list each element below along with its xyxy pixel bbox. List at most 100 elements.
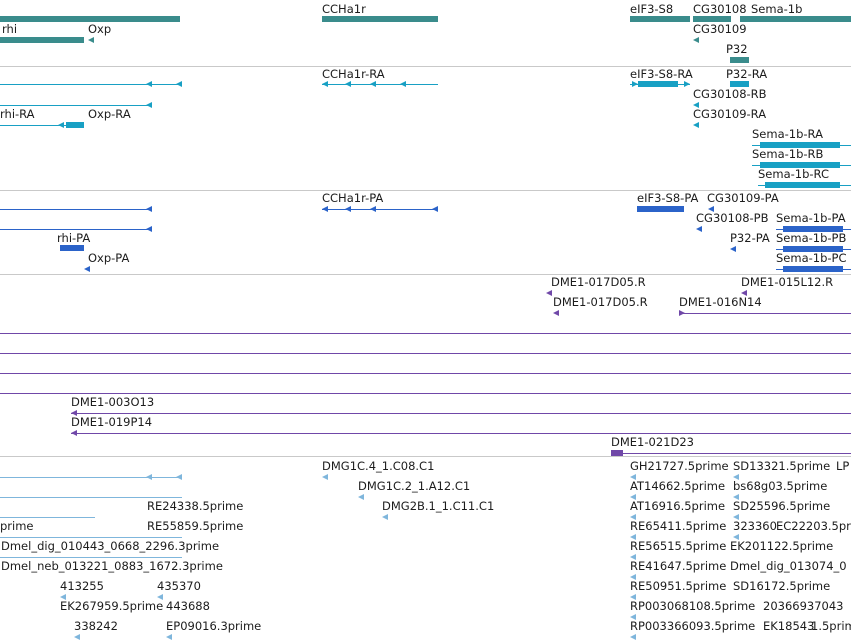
clone-label[interactable]: DME1-003O13 bbox=[71, 395, 155, 409]
gene-bar[interactable] bbox=[693, 16, 731, 22]
est-label[interactable]: 443688 bbox=[166, 599, 210, 613]
transcript-label-rhi-ra[interactable]: rhi-RA bbox=[0, 107, 35, 121]
transcript-label-eif3-s8-ra[interactable]: eIF3-S8-RA bbox=[630, 67, 693, 81]
est-label[interactable]: SD16172.5prime bbox=[733, 579, 831, 593]
transcript-label-sema-1b-rc[interactable]: Sema-1b-RC bbox=[758, 167, 829, 181]
est-label[interactable]: RE24338.5prime bbox=[147, 499, 244, 513]
gene-label-cg30109[interactable]: CG30109 bbox=[693, 22, 747, 36]
protein-label-cg30108-pb[interactable]: CG30108-PB bbox=[696, 211, 769, 225]
protein-label-p32-pa[interactable]: P32-PA bbox=[730, 231, 770, 245]
est-label[interactable]: prime bbox=[0, 519, 34, 533]
clone-line[interactable] bbox=[0, 373, 851, 374]
clone-label[interactable]: DME1-021D23 bbox=[611, 435, 694, 449]
protein-label-sema-1b-pb[interactable]: Sema-1b-PB bbox=[776, 231, 847, 245]
clone-line[interactable] bbox=[679, 313, 851, 314]
est-label[interactable]: DMG1C.4_1.C08.C1 bbox=[322, 459, 435, 473]
est-label[interactable]: DMG2B.1_1.C11.C1 bbox=[382, 499, 495, 513]
transcript-exon[interactable] bbox=[765, 182, 840, 188]
est-label[interactable]: Dmel_neb_013221_0883_1672.3prime bbox=[1, 559, 223, 573]
transcript-line[interactable] bbox=[0, 84, 182, 85]
est-line[interactable] bbox=[0, 537, 182, 538]
protein-label-eif3-s8-pa[interactable]: eIF3-S8-PA bbox=[637, 191, 699, 205]
transcript-exon[interactable] bbox=[638, 81, 678, 87]
gene-bar[interactable] bbox=[0, 37, 84, 43]
est-label[interactable]: 323360 bbox=[733, 519, 777, 533]
transcript-exon[interactable] bbox=[66, 122, 84, 128]
est-label[interactable]: EK267959.5prime bbox=[60, 599, 164, 613]
est-label[interactable]: EC22203.5prime bbox=[776, 519, 851, 533]
gene-bar[interactable] bbox=[630, 16, 690, 22]
est-line[interactable] bbox=[0, 517, 95, 518]
protein-label-sema-1b-pc[interactable]: Sema-1b-PC bbox=[776, 251, 847, 265]
transcript-label-p32-ra[interactable]: P32-RA bbox=[726, 67, 768, 81]
est-label[interactable]: Dmel_dig_010443_0668_2296.3prime bbox=[1, 539, 220, 553]
est-label[interactable]: Dmel_dig_013074_0 bbox=[730, 559, 847, 573]
clone-line[interactable] bbox=[0, 393, 851, 394]
est-label[interactable]: DMG1C.2_1.A12.C1 bbox=[358, 479, 471, 493]
est-label[interactable]: EK201122.5prime bbox=[730, 539, 834, 553]
est-label[interactable]: RE50951.5prime bbox=[630, 579, 727, 593]
transcript-line[interactable] bbox=[322, 84, 438, 85]
gene-label-oxp[interactable]: Oxp bbox=[88, 22, 112, 36]
gene-label-sema-1b[interactable]: Sema-1b bbox=[751, 2, 803, 16]
gene-bar[interactable] bbox=[322, 16, 438, 22]
est-label[interactable]: LP bbox=[836, 459, 850, 473]
est-label[interactable]: 413255 bbox=[60, 579, 104, 593]
protein-bar[interactable] bbox=[637, 206, 684, 212]
protein-bar[interactable] bbox=[783, 246, 843, 252]
gene-bar[interactable] bbox=[730, 57, 749, 63]
clone-label[interactable]: DME1-019P14 bbox=[71, 415, 153, 429]
gene-label-cg30108[interactable]: CG30108 bbox=[693, 2, 747, 16]
clone-line[interactable] bbox=[0, 333, 851, 334]
est-line[interactable] bbox=[0, 557, 182, 558]
est-label[interactable]: GH21727.5prime bbox=[630, 459, 729, 473]
protein-label-ccha1r-pa[interactable]: CCHa1r-PA bbox=[322, 191, 384, 205]
clone-line[interactable] bbox=[0, 353, 851, 354]
clone-line[interactable] bbox=[71, 413, 851, 414]
protein-line[interactable] bbox=[0, 229, 150, 230]
est-label[interactable]: AT16916.5prime bbox=[630, 499, 726, 513]
transcript-exon[interactable] bbox=[760, 162, 840, 168]
transcript-line[interactable] bbox=[0, 105, 150, 106]
est-label[interactable]: 338242 bbox=[74, 619, 118, 633]
est-label[interactable]: bs68g03.5prime bbox=[733, 479, 828, 493]
protein-bar[interactable] bbox=[60, 245, 84, 251]
protein-label-rhi-pa[interactable]: rhi-PA bbox=[57, 231, 91, 245]
gene-bar[interactable] bbox=[0, 16, 180, 22]
gene-label-ccha1r[interactable]: CCHa1r bbox=[322, 2, 366, 16]
transcript-label-ccha1r-ra[interactable]: CCHa1r-RA bbox=[322, 67, 385, 81]
protein-line[interactable] bbox=[0, 209, 150, 210]
est-label[interactable]: RE65411.5prime bbox=[630, 519, 727, 533]
protein-label-sema-1b-pa[interactable]: Sema-1b-PA bbox=[776, 211, 846, 225]
est-label[interactable]: RP003366093.5prime bbox=[630, 619, 756, 633]
protein-line[interactable] bbox=[322, 209, 438, 210]
clone-label[interactable]: DME1-015L12.R bbox=[741, 275, 834, 289]
est-label[interactable]: AT14662.5prime bbox=[630, 479, 726, 493]
est-label[interactable]: RP003068108.5prime bbox=[630, 599, 756, 613]
est-label[interactable]: 1.5prim bbox=[811, 619, 851, 633]
gene-label-rhi[interactable]: rhi bbox=[2, 22, 18, 36]
gene-label-eif3-s8[interactable]: eIF3-S8 bbox=[630, 2, 674, 16]
protein-label-oxp-pa[interactable]: Oxp-PA bbox=[88, 251, 130, 265]
transcript-label-sema-1b-rb[interactable]: Sema-1b-RB bbox=[752, 147, 824, 161]
transcript-label-sema-1b-ra[interactable]: Sema-1b-RA bbox=[752, 127, 823, 141]
est-line[interactable] bbox=[0, 497, 182, 498]
clone-label[interactable]: DME1-016N14 bbox=[679, 295, 762, 309]
protein-bar[interactable] bbox=[783, 266, 843, 272]
transcript-exon[interactable] bbox=[730, 81, 749, 87]
transcript-label-oxp-ra[interactable]: Oxp-RA bbox=[88, 107, 131, 121]
est-label[interactable]: SD13321.5prime bbox=[733, 459, 831, 473]
transcript-label-cg30109-ra[interactable]: CG30109-RA bbox=[693, 107, 767, 121]
est-label[interactable]: EK18543 bbox=[763, 619, 815, 633]
est-label[interactable]: 435370 bbox=[157, 579, 201, 593]
est-label[interactable]: RE55859.5prime bbox=[147, 519, 244, 533]
transcript-exon[interactable] bbox=[760, 142, 840, 148]
est-label[interactable]: EP09016.3prime bbox=[166, 619, 262, 633]
clone-bar[interactable] bbox=[611, 450, 623, 456]
transcript-line[interactable] bbox=[0, 125, 84, 126]
clone-line[interactable] bbox=[71, 433, 851, 434]
est-label[interactable]: RE41647.5prime bbox=[630, 559, 727, 573]
est-label[interactable]: RE56515.5prime bbox=[630, 539, 727, 553]
clone-label[interactable]: DME1-017D05.R bbox=[553, 295, 648, 309]
clone-label[interactable]: DME1-017D05.R bbox=[551, 275, 646, 289]
